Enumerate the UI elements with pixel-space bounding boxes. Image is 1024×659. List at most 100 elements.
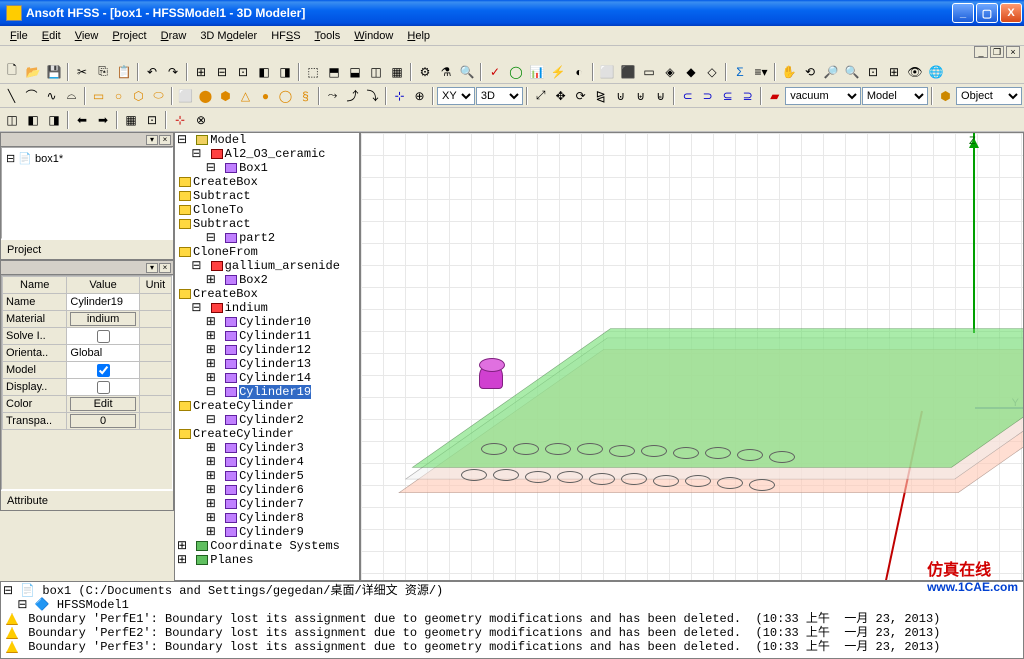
zoom-icon[interactable]: 🔎 [821,62,841,82]
hole[interactable] [653,475,679,487]
hole[interactable] [525,471,551,483]
tool-w[interactable]: ◆ [681,62,701,82]
mdi-close[interactable]: × [1006,46,1020,58]
hole[interactable] [685,475,711,487]
cyl-icon[interactable]: ⬤ [196,86,215,106]
tree-item[interactable]: ⊟ part2 [175,231,359,245]
hole[interactable] [737,449,763,461]
hole[interactable] [717,477,743,489]
model-tree[interactable]: ⊟ Model ⊟ Al2_O3_ceramic ⊟ Box1 CreateBo… [174,132,360,581]
close-button[interactable]: X [1000,3,1022,23]
hole[interactable] [705,447,731,459]
hole[interactable] [493,469,519,481]
rect-icon[interactable]: ▭ [89,86,108,106]
tree-item[interactable]: ⊟ Al2_O3_ceramic [175,147,359,161]
tool-g[interactable]: ⬒ [324,62,344,82]
panel-close-icon[interactable]: × [159,263,171,273]
tree-item[interactable]: ⊞ Cylinder12 [175,343,359,357]
tree-item[interactable]: ⊞ Cylinder8 [175,511,359,525]
prop-btn[interactable]: Edit [70,397,135,411]
mdi-restore[interactable]: ❐ [990,46,1004,58]
tree-item[interactable]: ⊟ Box1 [175,161,359,175]
bool4-icon[interactable]: ⊇ [738,86,757,106]
sel-icon[interactable]: ⬢ [936,86,955,106]
box-icon[interactable]: ⬜ [176,86,195,106]
tool-u[interactable]: ▭ [639,62,659,82]
hole[interactable] [749,479,775,491]
tool-p[interactable]: 📊 [527,62,547,82]
menu-edit[interactable]: Edit [36,28,67,44]
menu-help[interactable]: Help [401,28,436,44]
tree-item[interactable]: ⊞ Cylinder14 [175,371,359,385]
bool3-icon[interactable]: ⊆ [718,86,737,106]
project-tree-root[interactable]: ⊟ 📄 box1* [6,152,168,165]
tool-c[interactable]: ⊡ [233,62,253,82]
prop-value[interactable]: Cylinder19 [67,294,139,311]
panel-float-icon[interactable]: ▾ [146,263,158,273]
mat-icon[interactable]: ▰ [765,86,784,106]
tool-k[interactable]: ⚙ [415,62,435,82]
tool-j[interactable]: ▦ [387,62,407,82]
sphere-icon[interactable]: ● [256,86,275,106]
arc-icon[interactable]: ⌒ [22,86,41,106]
cs2-icon[interactable]: ⊕ [410,86,429,106]
view2-icon[interactable]: 🌐 [926,62,946,82]
warning-item[interactable]: Boundary 'PerfE2': Boundary lost its ass… [3,626,1021,640]
tool-q[interactable]: ⚡ [548,62,568,82]
paste-icon[interactable]: 📋 [114,62,134,82]
scale-icon[interactable]: ⤢ [531,86,550,106]
scope-select[interactable]: Model [862,87,928,105]
bool-icon[interactable]: ⊂ [678,86,697,106]
tool-o[interactable]: ◯ [506,62,526,82]
pan-icon[interactable]: ✋ [779,62,799,82]
tool-f[interactable]: ⬚ [303,62,323,82]
maximize-button[interactable]: ▢ [976,3,998,23]
cs4-icon[interactable]: ⊗ [191,110,211,130]
tree-item[interactable]: CreateBox [175,287,359,301]
panel-close-icon[interactable]: × [159,135,171,145]
sweep3-icon[interactable]: ⤵ [363,86,382,106]
hole[interactable] [545,443,571,455]
attribute-tab[interactable]: Attribute [1,490,173,510]
plane-select[interactable]: XY [437,87,475,105]
helix-icon[interactable]: § [296,86,315,106]
hole[interactable] [641,445,667,457]
selected-cylinder[interactable] [479,363,503,389]
tree-item[interactable]: ⊟ Cylinder2 [175,413,359,427]
cs3-icon[interactable]: ⊹ [170,110,190,130]
menu-hfss[interactable]: HFSS [265,28,306,44]
tree-item[interactable]: Subtract [175,189,359,203]
torus-icon[interactable]: ◯ [276,86,295,106]
tool-x[interactable]: ◇ [702,62,722,82]
t3d[interactable]: ⬅ [72,110,92,130]
copy-icon[interactable]: ⎘ [93,62,113,82]
prop-btn[interactable]: 0 [70,414,135,428]
rotate-icon[interactable]: ⟲ [800,62,820,82]
mdi-minimize[interactable]: _ [974,46,988,58]
msg-root[interactable]: ⊟ 📄 box1 (C:/Documents and Settings/gege… [3,584,1021,598]
open-icon[interactable]: 📂 [23,62,43,82]
bool2-icon[interactable]: ⊃ [698,86,717,106]
tree-item[interactable]: ⊞ Cylinder7 [175,497,359,511]
hole[interactable] [609,445,635,457]
warning-item[interactable]: Boundary 'PerfE3': Boundary lost its ass… [3,640,1021,654]
prop-check[interactable] [97,364,110,377]
3d-viewport[interactable]: Z Y [360,132,1024,581]
hole[interactable] [673,447,699,459]
fit-icon[interactable]: ⊡ [863,62,883,82]
menu-window[interactable]: Window [348,28,399,44]
tool-e[interactable]: ◨ [275,62,295,82]
tool-z[interactable]: ≡▾ [751,62,771,82]
tool-n[interactable]: ✓ [485,62,505,82]
cone-icon[interactable]: △ [236,86,255,106]
warning-item[interactable]: Boundary 'PerfE1': Boundary lost its ass… [3,612,1021,626]
prop-check[interactable] [97,330,110,343]
undo-icon[interactable]: ↶ [142,62,162,82]
hole[interactable] [577,443,603,455]
ellipse-icon[interactable]: ⬭ [149,86,168,106]
new-icon[interactable]: 🗋 [2,62,22,82]
tool-m[interactable]: 🔍 [457,62,477,82]
tree-item[interactable]: Subtract [175,217,359,231]
t3c[interactable]: ◨ [44,110,64,130]
rot-icon[interactable]: ⟳ [571,86,590,106]
